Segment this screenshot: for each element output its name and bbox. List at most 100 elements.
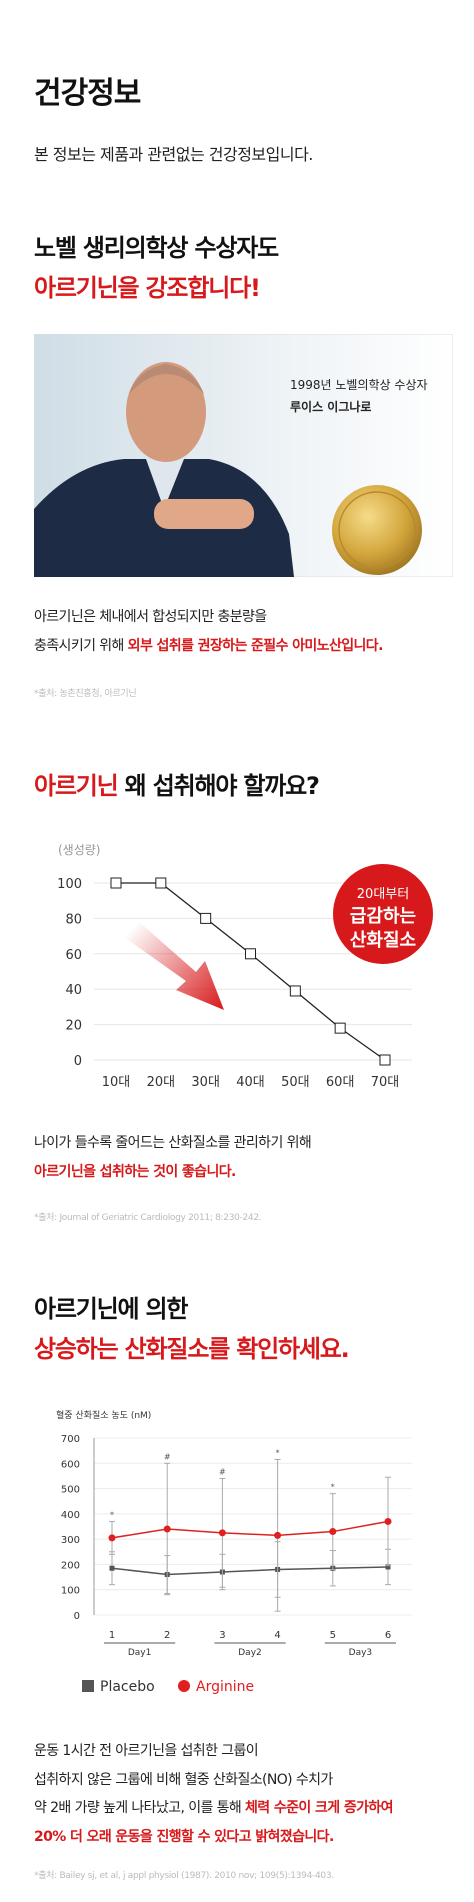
- y-tick-label: 40: [65, 983, 82, 998]
- x-tick-label: 20대: [147, 1075, 176, 1090]
- x-tick-label: 10대: [102, 1075, 131, 1090]
- image-caption: 루이스 이그나로: [290, 399, 371, 414]
- text-line: 충족시키기 위해 외부 섭취를 권장하는 준필수 아미노산입니다.: [34, 632, 383, 661]
- y-tick-label: 700: [61, 1434, 80, 1445]
- point: [218, 1529, 226, 1537]
- photo: 1998년 노벨의학상 수상자 루이스 이그나로: [34, 334, 453, 577]
- x-tick-label: 2: [164, 1630, 170, 1641]
- point: [385, 1564, 391, 1570]
- legend-label: Placebo: [100, 1679, 155, 1695]
- y-tick-label: 200: [61, 1560, 80, 1571]
- text: 나이가 들수록 줄어드는 산화질소를 관리하기 위해: [34, 1135, 312, 1151]
- group-label: Day3: [349, 1648, 373, 1658]
- annotation: #: [219, 1467, 226, 1476]
- x-tick-label: 30대: [191, 1075, 220, 1090]
- arrow: [124, 921, 224, 1010]
- y-tick-label: 60: [65, 948, 82, 963]
- highlight-text: 체력 수준이 크게 증가하여: [245, 1800, 394, 1816]
- point: [163, 1525, 171, 1533]
- annotation: *: [276, 1448, 280, 1457]
- point: [109, 1565, 115, 1571]
- text-line: 섭취하지 않은 그룹에 비해 혈중 산화질소(NO) 수치가: [34, 1766, 393, 1795]
- text-line: 나이가 들수록 줄어드는 산화질소를 관리하기 위해: [34, 1129, 312, 1158]
- x-tick-label: 5: [330, 1630, 336, 1641]
- callout-text: 산화질소: [350, 930, 416, 951]
- text-line: 20% 더 오래 운동을 진행할 수 있다고 밝혀졌습니다.: [34, 1823, 393, 1852]
- highlight-text: 아르기닌: [34, 772, 119, 800]
- x-tick-label: 1: [109, 1630, 115, 1641]
- x-tick-label: 70대: [371, 1075, 400, 1090]
- point: [108, 1534, 116, 1542]
- y-tick-label: 600: [61, 1459, 80, 1470]
- text-line: 아르기닌을 섭취하는 것이 좋습니다.: [34, 1158, 311, 1187]
- x-tick-label: 60대: [326, 1075, 355, 1090]
- y-tick-label: 100: [61, 1586, 80, 1597]
- text-line: 상승하는 산화질소를 확인하세요.: [34, 1329, 350, 1369]
- x-tick-label: 4: [274, 1630, 280, 1641]
- y-tick-label: 0: [74, 1611, 80, 1622]
- text: 아르기닌에 의한: [34, 1295, 189, 1323]
- chart-title: 혈중 산화질소 농도 (nM): [56, 1409, 151, 1421]
- text-line: 아르기닌은 체내에서 합성되지만 충분량을: [34, 603, 383, 632]
- legend-swatch: [82, 1680, 94, 1692]
- annotation: *: [110, 1510, 114, 1519]
- y-tick-label: 20: [65, 1019, 82, 1034]
- point: [334, 1022, 346, 1034]
- source: *출처: 농촌진흥청, 아르기닌: [34, 689, 137, 699]
- x-tick-label: 50대: [281, 1075, 310, 1090]
- text-line: 아르기닌을 강조합니다!: [34, 268, 278, 308]
- decline-chart: (생성량) 0 20 40 60 80 100 10대 20대 30대 40대 50대 60대 70대 20…: [57, 843, 433, 1090]
- text: 운동 1시간 전 아르기닌을 섭취한 그룹이: [34, 1743, 259, 1759]
- text-line: 아르기닌에 의한: [34, 1289, 349, 1329]
- text: 노벨 생리의학상 수상자도: [34, 234, 279, 262]
- x-tick-label: 40대: [236, 1075, 265, 1090]
- highlight-text: 상승하는 산화질소를 확인하세요.: [34, 1335, 350, 1363]
- point: [155, 877, 167, 889]
- group-label: Day1: [128, 1648, 152, 1658]
- annotation: #: [164, 1452, 171, 1461]
- y-tick-label: 100: [57, 877, 82, 892]
- annotation: *: [331, 1483, 335, 1492]
- text-line: 약 2배 가량 높게 나타났고, 이를 통해 체력 수준이 크게 증가하여: [34, 1794, 394, 1823]
- text: 섭취하지 않은 그룹에 비해 혈중 산화질소(NO) 수치가: [34, 1771, 333, 1788]
- point: [274, 1531, 282, 1539]
- x-tick-label: 6: [385, 1630, 391, 1641]
- source: *출처: Journal of Geriatric Cardiology 201…: [34, 1213, 262, 1223]
- point: [110, 877, 122, 889]
- heading: 아르기닌 왜 섭취해야 할까요?: [34, 766, 320, 806]
- y-tick-label: 300: [61, 1535, 80, 1546]
- highlight-text: 외부 섭취를 권장하는 준필수 아미노산입니다.: [127, 638, 384, 654]
- source: *출처: Bailey sj, et al, j appl physiol (1…: [34, 1871, 334, 1881]
- y-tick-label: 500: [61, 1485, 80, 1496]
- text-line: 노벨 생리의학상 수상자도: [34, 228, 279, 268]
- page-title: 건강정보: [34, 76, 141, 111]
- text-line: 아르기닌 왜 섭취해야 할까요?: [34, 766, 320, 806]
- legend-label: Arginine: [196, 1679, 254, 1695]
- nitric-oxide-chart: 혈중 산화질소 농도 (nM) 0 100 200 300 400 500 600 700 1 2 3…: [56, 1409, 412, 1695]
- text: 약 2배 가량 높게 나타났고, 이를 통해: [34, 1800, 246, 1816]
- text: 아르기닌은 체내에서 합성되지만 충분량을: [34, 609, 267, 625]
- callout-text: 급감하는: [350, 906, 416, 927]
- point: [379, 1054, 391, 1066]
- callout-bubble: [333, 864, 433, 964]
- point: [289, 985, 301, 997]
- x-tick-label: 3: [219, 1630, 225, 1641]
- callout-text: 20대부터: [357, 887, 409, 902]
- text: 왜 섭취해야 할까요?: [117, 772, 320, 800]
- text: 충족시키기 위해: [34, 638, 128, 654]
- group-label: Day2: [238, 1648, 262, 1658]
- image-caption: 1998년 노벨의학상 수상자: [290, 378, 428, 392]
- highlight-text: 아르기닌을 섭취하는 것이 좋습니다.: [34, 1164, 236, 1180]
- axis-label: (생성량): [58, 843, 100, 857]
- point: [384, 1517, 392, 1525]
- highlight-text: 아르기닌을 강조합니다!: [34, 274, 261, 302]
- point: [329, 1528, 337, 1536]
- y-tick-label: 400: [61, 1510, 80, 1521]
- subtitle: 본 정보는 제품과 관련없는 건강정보입니다.: [34, 145, 313, 164]
- point: [200, 912, 212, 924]
